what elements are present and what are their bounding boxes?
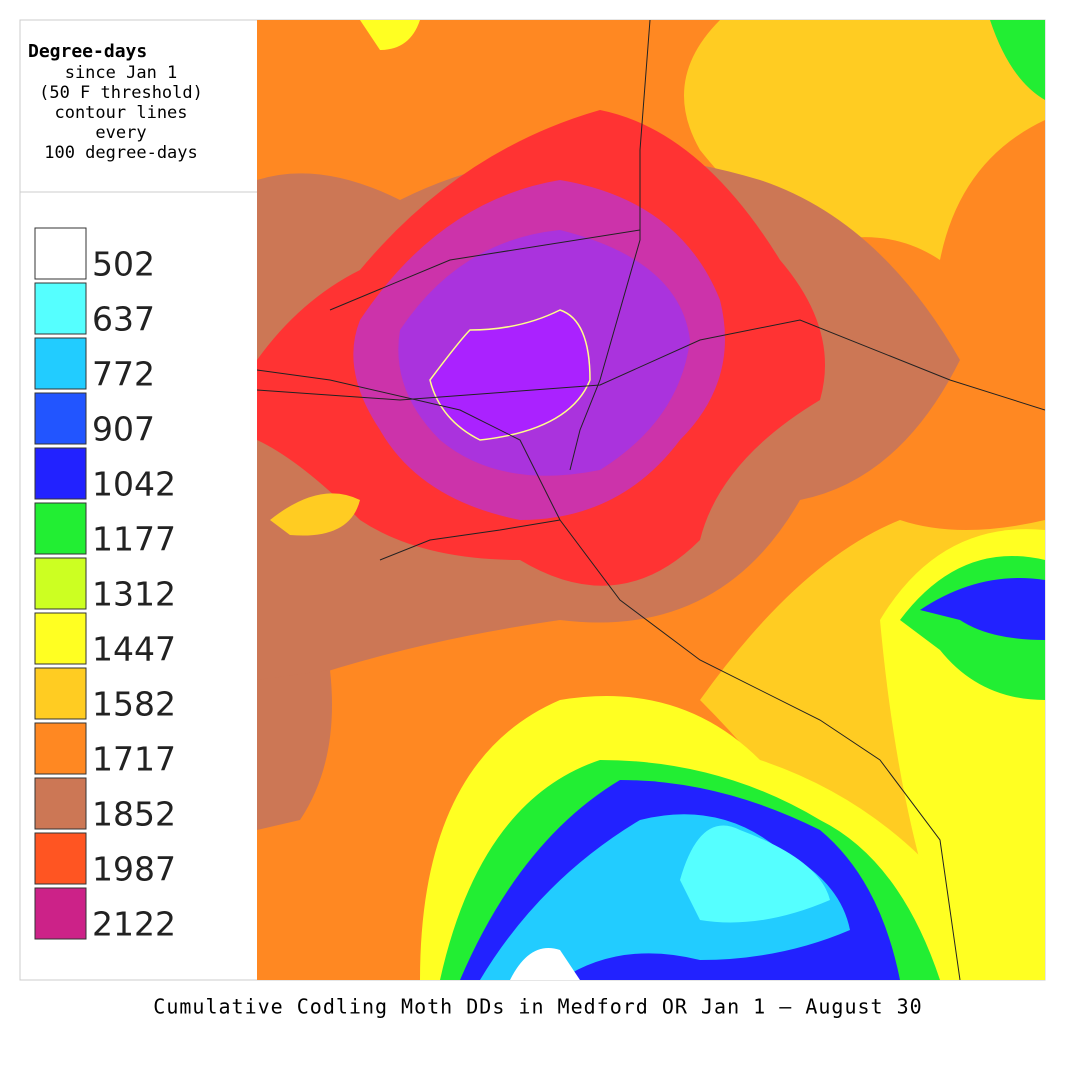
legend-label: 637 [92,300,155,339]
legend-swatch [34,282,87,335]
legend-swatch [34,392,87,445]
legend-label: 502 [92,245,155,284]
legend-swatch [34,667,87,720]
legend-label: 772 [92,355,155,394]
legend-label: 1312 [92,575,176,614]
legend-note: contour lines [54,103,187,123]
legend-note: every [95,123,146,143]
legend-note: 100 degree-days [44,143,198,163]
legend-label: 1717 [92,740,176,779]
legend-swatch [34,887,87,940]
legend-swatch [34,502,87,555]
legend-note: since Jan 1 [65,63,178,83]
legend-label: 2122 [92,905,176,944]
legend-label: 1987 [92,850,176,889]
caption: Cumulative Codling Moth DDs in Medford O… [153,995,922,1019]
legend-notes: since Jan 1(50 F threshold)contour lines… [39,63,203,163]
map [257,20,1045,980]
legend-swatch [34,337,87,390]
legend-label: 1042 [92,465,176,504]
legend-swatch [34,722,87,775]
legend-label: 1582 [92,685,176,724]
legend-note: (50 F threshold) [39,83,203,103]
legend-label: 1447 [92,630,176,669]
legend-swatch [34,612,87,665]
legend-swatch [34,447,87,500]
legend-label: 1177 [92,520,176,559]
legend-swatch [34,227,87,280]
legend-label: 907 [92,410,155,449]
legend-swatch [34,777,87,830]
legend-label: 1852 [92,795,176,834]
legend-title: Degree-days [28,41,147,62]
legend-swatch [34,557,87,610]
legend-swatch [34,832,87,885]
legend: 502 637 772 907 1042 1177 1312 1447 1582 1717 1852… [34,227,176,944]
